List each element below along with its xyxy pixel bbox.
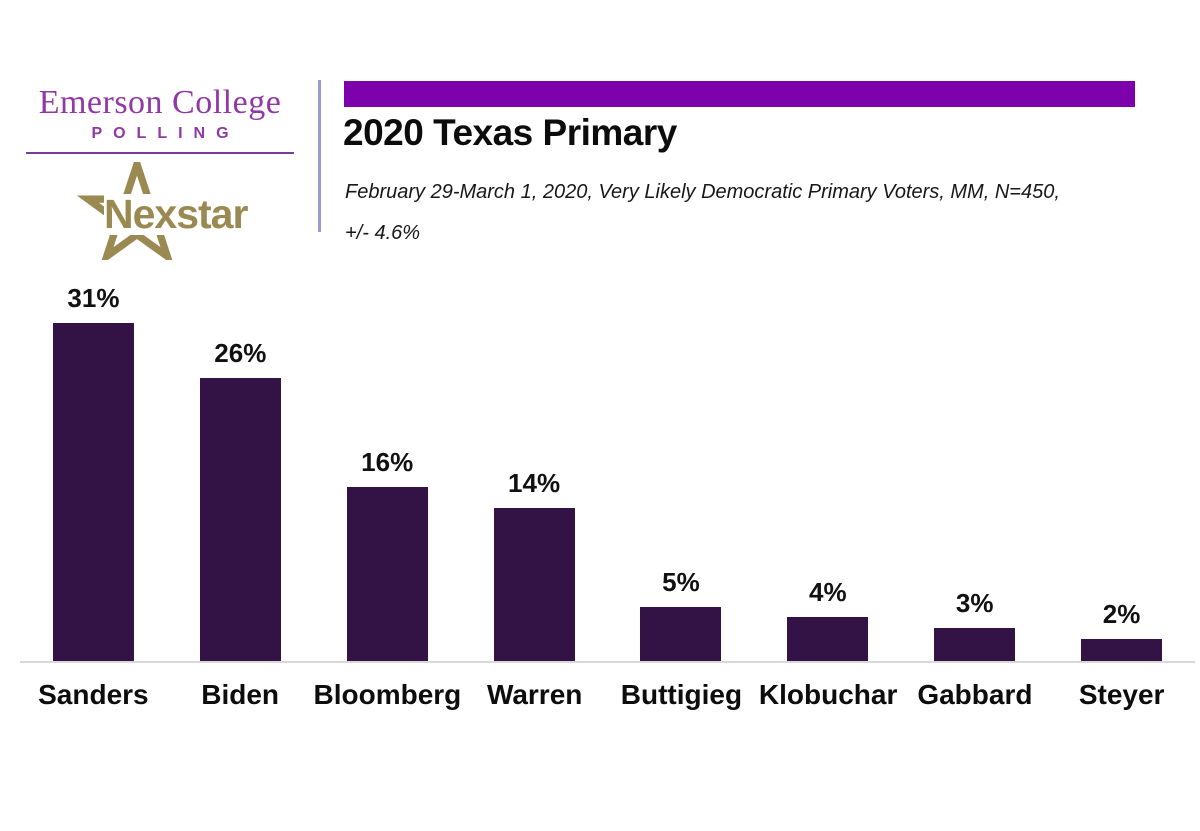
purple-banner	[344, 81, 1135, 107]
emerson-college-logo: Emerson College POLLING Nexstar	[26, 84, 294, 261]
bar	[346, 486, 428, 661]
category-label: Sanders	[38, 679, 149, 710]
bar-group: 14%	[461, 280, 608, 661]
category-label: Steyer	[1078, 679, 1165, 710]
bar-group: 3%	[901, 280, 1048, 661]
bar-group: 16%	[314, 280, 461, 661]
category-label: Biden	[201, 679, 280, 710]
category-label: Klobuchar	[758, 679, 898, 710]
bar	[199, 377, 281, 661]
bar-group: 26%	[167, 280, 314, 661]
category-label: Buttigieg	[620, 679, 743, 710]
emerson-college-wordmark: Emerson College	[38, 84, 282, 121]
poll-methodology-subtitle: February 29-March 1, 2020, Very Likely D…	[345, 172, 1060, 254]
bar	[640, 606, 722, 661]
category-labels-row: Sanders Biden Bloomberg Warren Buttigieg Klob…	[20, 663, 1195, 711]
bar-value-label: 3%	[955, 588, 994, 619]
emerson-polling-label: POLLING	[91, 125, 240, 143]
logo-underline	[26, 152, 294, 155]
bar-value-label: 31%	[67, 283, 120, 314]
subtitle-line-1: February 29-March 1, 2020, Very Likely D…	[345, 181, 1060, 203]
bar	[934, 628, 1016, 661]
bar	[787, 617, 869, 661]
bar-value-label: 16%	[361, 446, 414, 477]
bar-group: 4%	[754, 280, 901, 661]
bar-group: 5%	[608, 280, 755, 661]
bars-row: 31% 26% 16% 14% 5% 4% 3% 2%	[20, 280, 1195, 663]
bar-value-label: 5%	[662, 566, 700, 597]
bar-value-label: 26%	[214, 337, 267, 368]
category-label: Bloomberg	[313, 679, 462, 710]
category-label: Warren	[486, 679, 583, 710]
bar-chart: 31% 26% 16% 14% 5% 4% 3% 2% Sanders Biden Bloombe…	[20, 280, 1195, 711]
vertical-divider	[318, 80, 321, 232]
bar	[493, 508, 575, 661]
bar	[1081, 639, 1163, 661]
category-label: Gabbard	[917, 679, 1033, 710]
bar-value-label: 4%	[809, 577, 847, 608]
bar-value-label: 14%	[508, 468, 561, 499]
bar-value-label: 2%	[1102, 599, 1141, 630]
nexstar-wordmark: Nexstar	[104, 191, 248, 238]
bar-group: 2%	[1048, 280, 1195, 661]
nexstar-logo: Nexstar	[26, 160, 294, 261]
bar-group: 31%	[20, 280, 167, 661]
bar	[52, 323, 134, 661]
page-title: 2020 Texas Primary	[343, 112, 677, 153]
subtitle-line-2: +/- 4.6%	[345, 222, 421, 244]
